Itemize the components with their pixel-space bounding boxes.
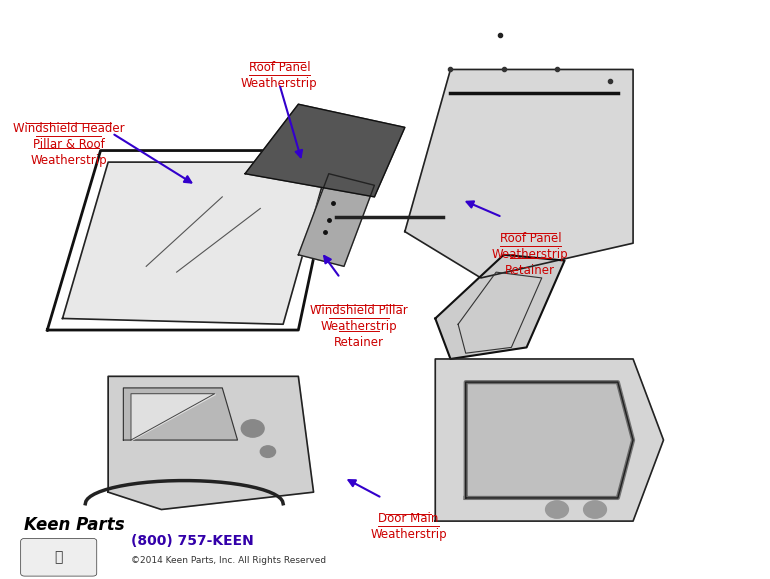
Polygon shape	[435, 359, 664, 521]
Text: 🚗: 🚗	[55, 550, 63, 564]
Polygon shape	[62, 162, 329, 324]
Text: Windshield Pillar
Weatherstrip
Retainer: Windshield Pillar Weatherstrip Retainer	[310, 304, 408, 349]
FancyBboxPatch shape	[21, 538, 97, 576]
Text: (800) 757-KEEN: (800) 757-KEEN	[131, 534, 254, 548]
Circle shape	[584, 501, 607, 518]
Polygon shape	[108, 376, 313, 510]
Text: Roof Panel
Weatherstrip
Retainer: Roof Panel Weatherstrip Retainer	[492, 232, 569, 277]
Circle shape	[260, 446, 276, 457]
Polygon shape	[123, 388, 237, 440]
Polygon shape	[131, 394, 215, 440]
Circle shape	[241, 420, 264, 437]
Polygon shape	[466, 382, 633, 498]
Text: Keen Parts: Keen Parts	[25, 516, 125, 534]
Text: ©2014 Keen Parts, Inc. All Rights Reserved: ©2014 Keen Parts, Inc. All Rights Reserv…	[131, 556, 326, 565]
Polygon shape	[435, 255, 564, 359]
Circle shape	[546, 501, 568, 518]
Text: Roof Panel
Weatherstrip: Roof Panel Weatherstrip	[241, 61, 318, 90]
Text: Door Main
Weatherstrip: Door Main Weatherstrip	[370, 512, 447, 541]
Polygon shape	[405, 69, 633, 278]
Text: Windshield Header
Pillar & Roof
Weatherstrip: Windshield Header Pillar & Roof Weathers…	[13, 122, 125, 167]
Polygon shape	[298, 174, 374, 266]
Polygon shape	[245, 104, 405, 197]
